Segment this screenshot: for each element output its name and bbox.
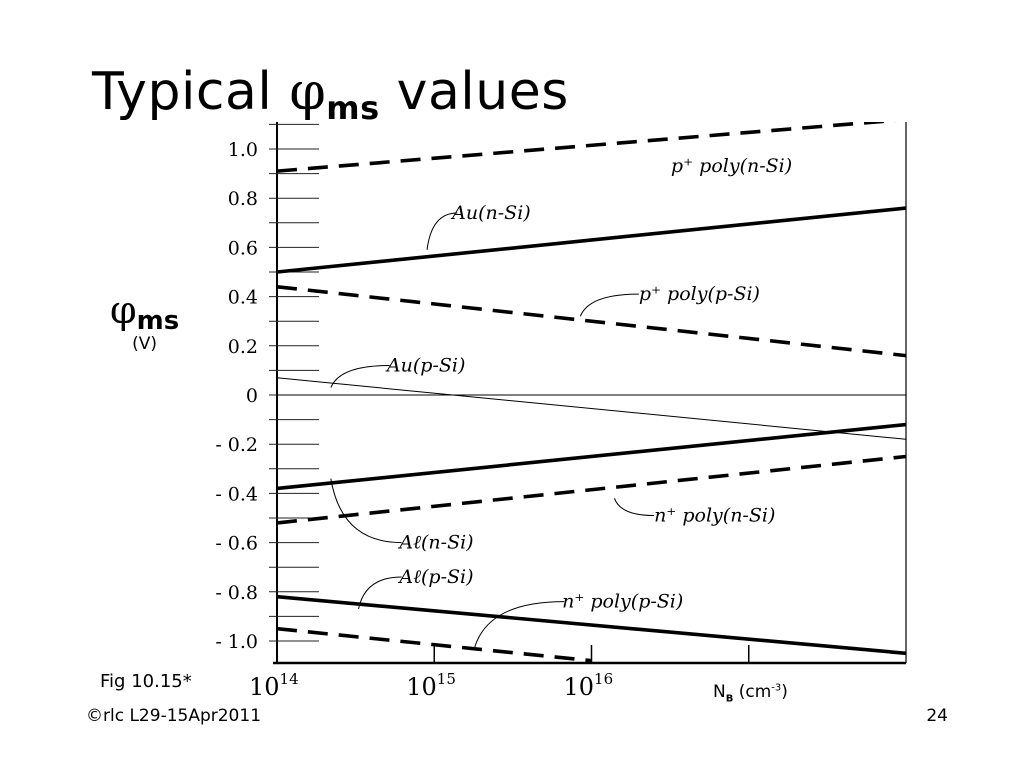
curve-label: Au(n-Si) <box>450 202 531 224</box>
y-tick-label: - 1.0 <box>215 631 258 653</box>
x-tick-label: 1016 <box>564 670 614 701</box>
y-tick-label: - 0.2 <box>215 434 258 456</box>
xunit-base: N <box>713 682 726 702</box>
y-tick-label: 0.6 <box>228 237 258 259</box>
y-tick-label: - 0.6 <box>215 533 258 555</box>
curve-labels-layer: p⁺ poly(n-Si) Au(n-Si) p⁺ poly(p-Si) Au(p-S… <box>330 155 792 649</box>
y-tick-label: 0.8 <box>228 188 258 210</box>
curve-label: Aℓ(n-Si) <box>397 532 473 554</box>
tick-labels-layer: 1.0 0.8 0.6 0.4 0.2 0 - 0.2 - 0.4 - 0.6 - 0.8 - 1.… <box>215 139 613 701</box>
curve-label: Au(p-Si) <box>385 354 465 376</box>
y-tick-label: - 0.8 <box>215 582 258 604</box>
series-n-poly-p-si- <box>277 626 592 663</box>
series-p-poly-n-si- <box>277 122 898 173</box>
curve-label: n⁺ poly(p-Si) <box>562 591 683 613</box>
y-axis-label: φms (V) <box>110 288 179 354</box>
series-layer <box>277 122 906 663</box>
footer-copyright: ©rlc L29-15Apr2011 <box>86 706 262 726</box>
label-leader-line <box>473 601 565 649</box>
series-al-n-si- <box>277 422 906 491</box>
xunit-sub: B <box>725 693 734 705</box>
curve-label: n⁺ poly(n-Si) <box>654 505 775 527</box>
xunit-open: (cm <box>733 682 772 702</box>
y-tick-label: - 0.4 <box>215 483 258 505</box>
label-leader-line <box>426 212 458 250</box>
y-tick-label: 0 <box>246 385 258 407</box>
x-tick-label: 1015 <box>406 670 456 701</box>
series-p-poly-p-si- <box>277 284 906 358</box>
slide-number: 24 <box>926 706 948 726</box>
y-tick-label: 0.4 <box>228 287 258 309</box>
series-au-n-si- <box>277 206 906 274</box>
y-tick-label: 1.0 <box>228 139 258 161</box>
ylabel-subscript: ms <box>136 306 180 336</box>
label-leader-line <box>579 293 639 317</box>
title-prefix: Typical <box>92 62 290 122</box>
label-leader-line <box>614 498 655 517</box>
ylabel-phi-symbol: φ <box>110 288 137 332</box>
title-subscript: ms <box>326 89 380 127</box>
figure-reference: Fig 10.15* <box>100 671 192 692</box>
x-tick-label: 1014 <box>249 670 299 701</box>
series-al-p-si- <box>277 594 906 656</box>
label-leader-line <box>330 364 390 388</box>
label-leader-line <box>358 576 402 610</box>
curve-label: Aℓ(p-Si) <box>397 566 473 588</box>
y-tick-label: 0.2 <box>228 336 258 358</box>
series-n-poly-n-si- <box>277 454 906 525</box>
title-phi-symbol: φ <box>289 62 327 122</box>
label-leader-line <box>330 478 402 544</box>
xunit-close: ) <box>781 682 788 702</box>
x-axis-label: NB (cm-3) <box>713 682 788 704</box>
title-suffix: values <box>379 62 569 122</box>
curve-label: p⁺ poly(n-Si) <box>671 155 792 177</box>
curve-label: p⁺ poly(p-Si) <box>639 283 760 305</box>
chart-frame <box>269 122 907 665</box>
slide-title: Typical φms values <box>92 62 569 127</box>
xunit-sup: -3 <box>771 682 782 694</box>
ylabel-unit: (V) <box>132 334 158 354</box>
series-au-p-si- <box>277 377 906 440</box>
